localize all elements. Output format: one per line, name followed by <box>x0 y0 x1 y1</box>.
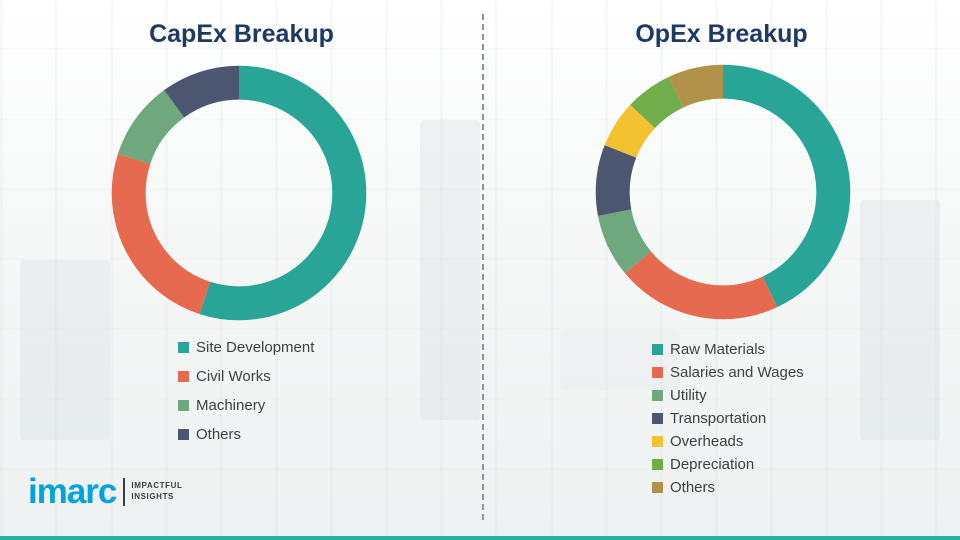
legend-item: Depreciation <box>652 455 804 474</box>
logo-divider-bar <box>123 477 126 506</box>
background-shape <box>860 200 940 440</box>
opex-title: OpEx Breakup <box>635 20 808 48</box>
legend-swatch <box>178 342 189 353</box>
opex-donut-chart <box>595 64 851 320</box>
legend-swatch <box>178 400 189 411</box>
legend-label: Salaries and Wages <box>670 364 804 381</box>
legend-item: Others <box>652 478 804 497</box>
legend-label: Overheads <box>670 433 744 450</box>
background-shape <box>20 260 110 440</box>
capex-panel: CapEx Breakup Site Development Civil Work… <box>111 20 367 444</box>
legend-label: Transportation <box>670 410 767 427</box>
legend-swatch <box>652 367 663 378</box>
opex-panel: OpEx Breakup Raw Materials Salaries and W… <box>483 0 960 540</box>
donut-segment-others <box>111 65 367 321</box>
imarc-logo-wordmark: imarc <box>28 472 117 511</box>
legend-item: Utility <box>652 386 804 405</box>
capex-title: CapEx Breakup <box>149 20 334 48</box>
legend-swatch <box>652 390 663 401</box>
legend-swatch <box>178 371 189 382</box>
legend-item: Transportation <box>652 409 804 428</box>
legend-item: Overheads <box>652 432 804 451</box>
legend-label: Others <box>196 426 242 443</box>
legend-swatch <box>652 459 663 470</box>
opex-legend: Raw Materials Salaries and Wages Utility Tr… <box>652 340 804 497</box>
legend-item: Machinery <box>178 396 314 415</box>
vertical-dashed-divider <box>482 14 484 520</box>
legend-label: Machinery <box>196 397 266 414</box>
logo-tagline-line1: IMPACTFUL <box>131 481 183 491</box>
donut-segment-transportation <box>595 64 851 320</box>
legend-label: Raw Materials <box>670 341 766 358</box>
capex-donut-chart <box>111 65 367 321</box>
imarc-logo: imarc IMPACTFUL INSIGHTS <box>28 474 182 509</box>
background-shape <box>420 120 480 420</box>
donut-segment-salaries-and-wages <box>595 64 851 320</box>
legend-swatch <box>652 482 663 493</box>
donut-segment-others <box>595 64 851 320</box>
legend-swatch <box>178 429 189 440</box>
legend-item: Civil Works <box>178 367 314 386</box>
legend-label: Civil Works <box>196 368 271 385</box>
background-shape <box>560 330 680 390</box>
logo-tagline-line2: INSIGHTS <box>131 491 174 501</box>
bottom-accent-strip <box>0 536 960 540</box>
legend-label: Others <box>670 479 716 496</box>
legend-item: Salaries and Wages <box>652 363 804 382</box>
legend-swatch <box>652 413 663 424</box>
legend-item: Others <box>178 425 314 444</box>
donut-segment-civil-works <box>111 65 367 321</box>
legend-item: Raw Materials <box>652 340 804 359</box>
legend-swatch <box>652 436 663 447</box>
legend-item: Site Development <box>178 338 314 357</box>
legend-swatch <box>652 344 663 355</box>
legend-label: Depreciation <box>670 456 755 473</box>
legend-label: Site Development <box>196 339 315 356</box>
logo-tagline: IMPACTFUL INSIGHTS <box>131 481 182 502</box>
capex-legend: Site Development Civil Works Machinery Othe… <box>178 338 314 444</box>
legend-label: Utility <box>670 387 707 404</box>
